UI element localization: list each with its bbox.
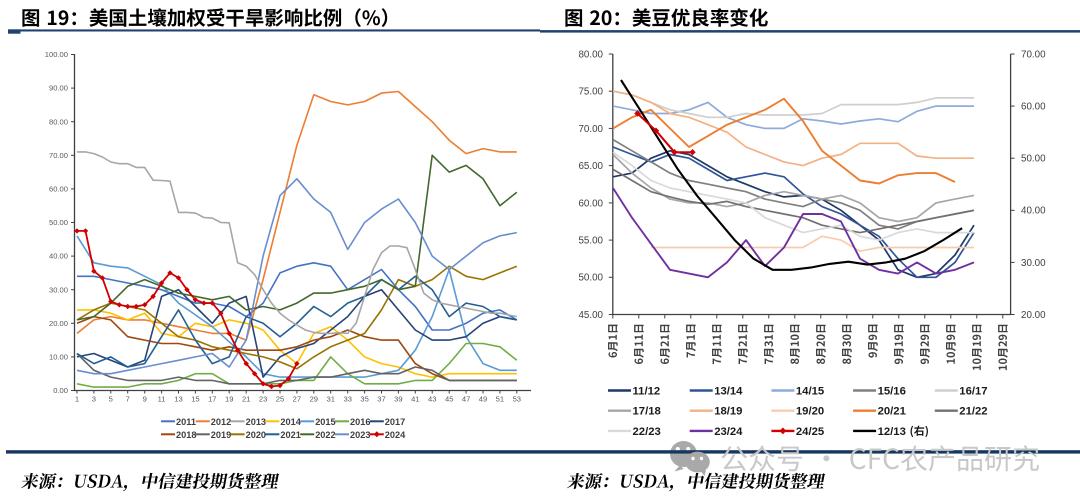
- svg-text:7: 7: [126, 395, 130, 404]
- svg-text:21/22: 21/22: [959, 406, 987, 418]
- svg-text:25: 25: [276, 395, 284, 404]
- svg-text:2011: 2011: [176, 417, 196, 427]
- svg-text:100.00: 100.00: [45, 50, 68, 59]
- svg-text:31: 31: [326, 395, 334, 404]
- svg-text:29: 29: [310, 395, 318, 404]
- svg-text:24/25: 24/25: [796, 426, 824, 438]
- svg-text:39: 39: [394, 395, 402, 404]
- svg-text:2012: 2012: [211, 417, 231, 427]
- svg-text:5: 5: [109, 395, 113, 404]
- svg-text:40.00: 40.00: [1021, 206, 1046, 217]
- svg-text:9: 9: [143, 395, 147, 404]
- svg-text:2015: 2015: [315, 417, 335, 427]
- svg-text:75.00: 75.00: [578, 87, 603, 98]
- svg-text:11: 11: [158, 395, 166, 404]
- svg-text:2018: 2018: [176, 430, 196, 440]
- svg-text:60.00: 60.00: [1021, 102, 1046, 113]
- svg-text:19/20: 19/20: [796, 406, 824, 418]
- svg-text:2021: 2021: [280, 430, 300, 440]
- svg-text:18/19: 18/19: [714, 406, 742, 418]
- svg-text:13/14: 13/14: [714, 386, 743, 398]
- svg-text:70.00: 70.00: [578, 124, 603, 135]
- svg-text:2017: 2017: [385, 417, 405, 427]
- svg-text:17: 17: [208, 395, 216, 404]
- svg-text:33: 33: [343, 395, 351, 404]
- svg-text:70.00: 70.00: [1021, 49, 1046, 60]
- svg-text:3: 3: [92, 395, 96, 404]
- svg-text:30.00: 30.00: [1021, 258, 1046, 269]
- svg-text:0.00: 0.00: [53, 386, 68, 395]
- svg-text:20.00: 20.00: [49, 319, 68, 328]
- svg-text:50.00: 50.00: [1021, 154, 1046, 165]
- svg-text:2020: 2020: [246, 430, 266, 440]
- svg-text:19: 19: [225, 395, 233, 404]
- svg-text:45.00: 45.00: [578, 310, 603, 321]
- svg-text:30.00: 30.00: [49, 285, 68, 294]
- svg-text:20.00: 20.00: [1021, 310, 1046, 321]
- svg-text:16/17: 16/17: [959, 386, 987, 398]
- svg-text:2024: 2024: [385, 430, 406, 440]
- svg-text:80.00: 80.00: [49, 117, 68, 126]
- svg-text:15: 15: [191, 395, 199, 404]
- svg-text:90.00: 90.00: [49, 84, 68, 93]
- svg-text:15/16: 15/16: [878, 386, 906, 398]
- svg-text:50.00: 50.00: [578, 273, 603, 284]
- svg-text:23: 23: [259, 395, 267, 404]
- svg-text:2023: 2023: [350, 430, 370, 440]
- svg-text:2016: 2016: [350, 417, 370, 427]
- svg-text:2014: 2014: [280, 417, 301, 427]
- svg-text:60.00: 60.00: [578, 198, 603, 209]
- svg-text:53: 53: [513, 395, 521, 404]
- svg-text:27: 27: [293, 395, 301, 404]
- svg-text:2019: 2019: [211, 430, 231, 440]
- svg-text:2022: 2022: [315, 430, 335, 440]
- svg-text:51: 51: [496, 395, 504, 404]
- svg-text:49: 49: [479, 395, 487, 404]
- svg-text:65.00: 65.00: [578, 161, 603, 172]
- svg-text:37: 37: [377, 395, 385, 404]
- svg-text:1: 1: [75, 395, 79, 404]
- svg-text:11/12: 11/12: [633, 386, 661, 398]
- svg-text:43: 43: [428, 395, 436, 404]
- svg-text:21: 21: [242, 395, 250, 404]
- svg-text:13: 13: [174, 395, 182, 404]
- svg-text:41: 41: [411, 395, 419, 404]
- svg-text:22/23: 22/23: [633, 426, 661, 438]
- svg-text:23/24: 23/24: [714, 426, 743, 438]
- svg-text:20/21: 20/21: [878, 406, 906, 418]
- svg-text:14/15: 14/15: [796, 386, 824, 398]
- svg-text:60.00: 60.00: [49, 185, 68, 194]
- svg-text:2013: 2013: [246, 417, 266, 427]
- svg-text:40.00: 40.00: [49, 252, 68, 261]
- svg-text:50.00: 50.00: [49, 218, 68, 227]
- svg-text:47: 47: [462, 395, 470, 404]
- svg-text:12/13: 12/13: [878, 426, 906, 438]
- svg-text:17/18: 17/18: [633, 406, 661, 418]
- svg-text:70.00: 70.00: [49, 151, 68, 160]
- svg-text:45: 45: [445, 395, 453, 404]
- svg-text:55.00: 55.00: [578, 236, 603, 247]
- svg-text:80.00: 80.00: [578, 49, 603, 60]
- svg-text:10.00: 10.00: [49, 353, 68, 362]
- svg-text:35: 35: [360, 395, 368, 404]
